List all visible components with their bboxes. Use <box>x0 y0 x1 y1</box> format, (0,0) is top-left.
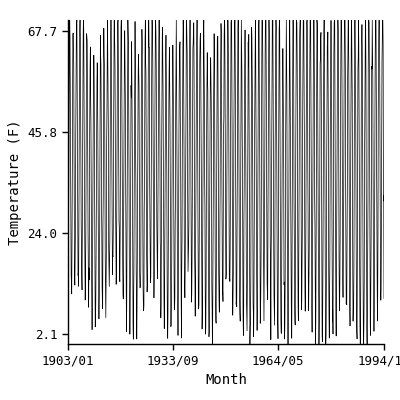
X-axis label: Month: Month <box>205 373 247 387</box>
Y-axis label: Temperature (F): Temperature (F) <box>8 119 22 245</box>
